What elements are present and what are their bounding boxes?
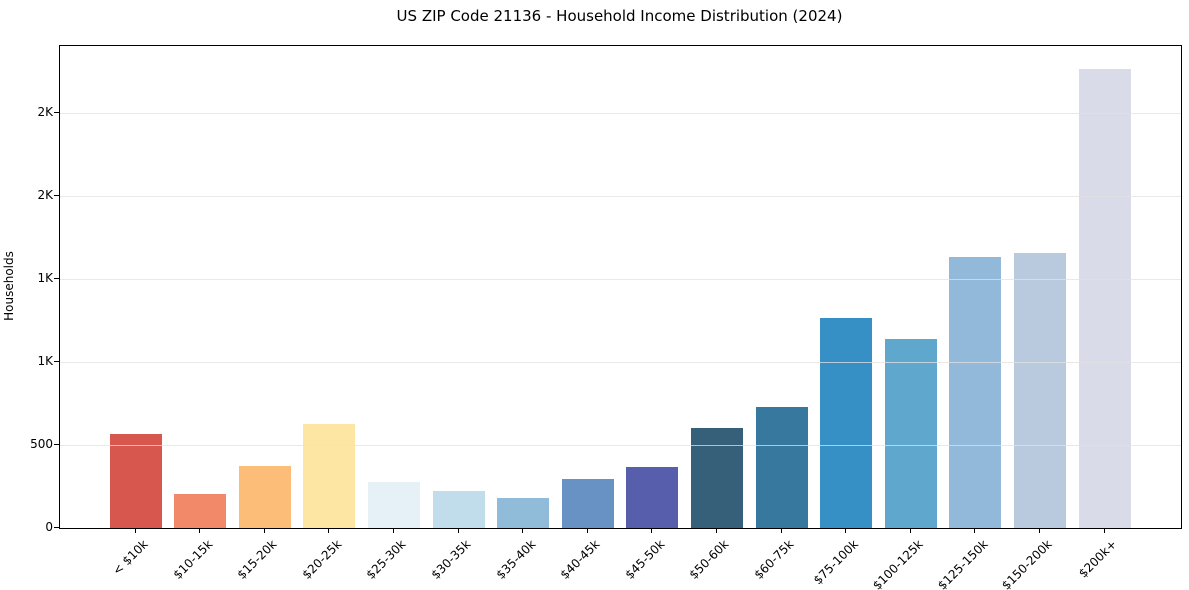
x-tick-mark [134,528,136,533]
bar-$50-60k [690,427,743,528]
bar-$200k+ [1078,69,1131,528]
y-tick-label-1000: 1K [37,354,53,369]
bar-$35-40k [497,498,550,528]
x-tick-label-$50-60k: $50-60k [686,537,732,582]
x-tick-label-$25-30k: $25-30k [363,537,409,582]
x-tick-label-$10-15k: $10-15k [170,537,216,582]
x-tick-mark [457,528,459,533]
x-tick-label-$15-20k: $15-20k [234,537,280,582]
x-tick-label-$200k+: $200k+ [1075,537,1120,581]
y-tick-label-500: 500 [30,437,53,451]
y-tick-mark [54,444,59,445]
x-tick-mark [715,528,717,533]
x-tick-label-$150-200k: $150-200k [999,537,1055,590]
gridline-500 [60,445,1181,446]
x-tick-label-$75-100k: $75-100k [810,537,862,588]
y-tick-label-0: 0 [45,520,53,534]
x-tick-label-$60-75k: $60-75k [751,537,797,582]
y-tick-mark [54,195,59,197]
y-tick-label-2000: 2K [37,188,53,203]
bar-$20-25k [303,424,356,528]
plot-area [59,45,1182,529]
y-axis-label: Households [2,251,16,321]
x-tick-label-$20-25k: $20-25k [299,537,345,582]
bar-$60-75k [755,406,808,528]
x-tick-mark [586,528,588,533]
y-tick-label-2500: 2K [37,105,53,120]
gridline-2000 [60,196,1181,198]
x-tick-label-$40-45k: $40-45k [557,537,603,582]
bar-$75-100k [820,318,873,528]
gridline-1000 [60,362,1181,364]
x-tick-mark [263,528,265,533]
y-tick-mark [54,361,59,363]
y-tick-mark [54,527,59,528]
y-tick-mark [54,112,59,114]
bar-$30-35k [432,490,485,528]
bar-$150-200k [1013,253,1066,528]
x-tick-label-< $10k: < $10k [109,537,151,578]
gridline-2500 [60,113,1181,115]
bar-$15-20k [238,465,291,528]
gridline-1500 [60,279,1181,281]
bar-$125-150k [949,256,1002,528]
bar-$25-30k [367,481,420,528]
bar-$40-45k [561,479,614,528]
x-tick-mark [651,528,653,533]
x-tick-mark [328,528,330,533]
bar-$10-15k [174,493,227,528]
x-tick-mark [909,528,911,533]
x-tick-mark [845,528,847,533]
x-tick-label-$35-40k: $35-40k [493,537,539,582]
y-tick-label-1500: 1K [37,271,53,286]
x-tick-mark [780,528,782,533]
chart-title: US ZIP Code 21136 - Household Income Dis… [396,7,843,25]
bar-$45-50k [626,466,679,528]
bar-$100-125k [884,338,937,528]
x-tick-mark [392,528,394,533]
x-tick-mark [1103,528,1105,533]
x-tick-label-$100-125k: $100-125k [869,537,926,590]
y-tick-mark [54,278,59,280]
x-tick-label-$30-35k: $30-35k [428,537,474,582]
x-tick-mark [1038,528,1040,533]
x-tick-mark [199,528,201,533]
x-tick-mark [522,528,524,533]
x-tick-mark [974,528,976,533]
x-tick-label-$45-50k: $45-50k [622,537,668,582]
x-tick-label-$125-150k: $125-150k [934,537,991,590]
bar-< $10k [109,434,162,528]
